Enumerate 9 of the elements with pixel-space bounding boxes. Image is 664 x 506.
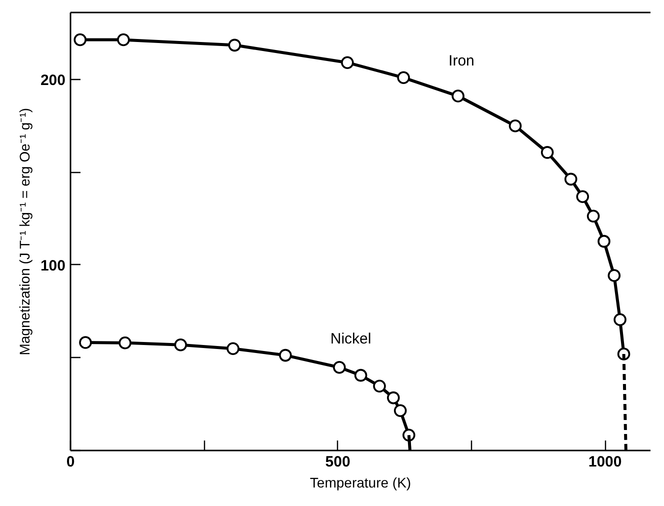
series-label: Iron bbox=[448, 52, 474, 70]
x-tick-label: 500 bbox=[325, 454, 350, 470]
y-tick-label: 100 bbox=[40, 257, 66, 274]
y-tick-label: 200 bbox=[40, 72, 66, 89]
series-label: Nickel bbox=[330, 330, 372, 348]
x-tick-label: 0 bbox=[66, 454, 75, 470]
x-axis-title: Temperature (K) bbox=[310, 474, 412, 490]
x-tick-label: 1000 bbox=[588, 454, 622, 470]
y-axis-title: Magnetization (J T⁻¹ kg⁻¹ = erg Oe⁻¹ g⁻¹) bbox=[16, 108, 32, 356]
